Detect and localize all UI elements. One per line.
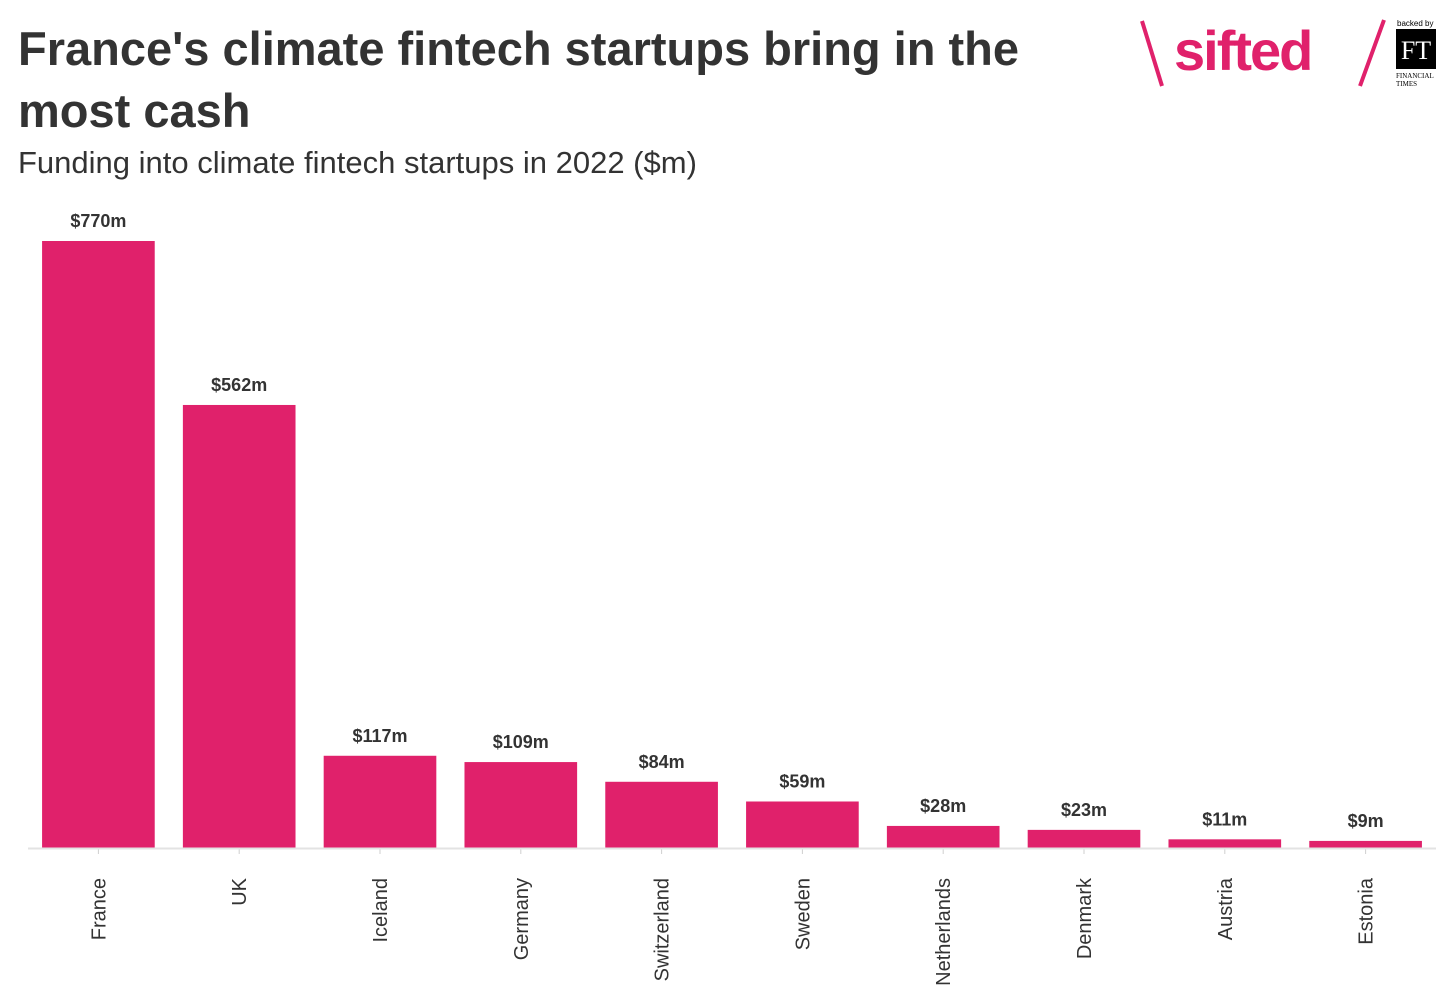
chart-title: France's climate fintech startups bring … (18, 22, 1019, 137)
bar-switzerland (605, 781, 718, 848)
x-tick-label-uk: UK (229, 877, 251, 905)
data-label-austria: $11m (1202, 809, 1247, 829)
data-label-netherlands: $28m (920, 796, 966, 816)
x-tick-label-estonia: Estonia (1356, 877, 1378, 945)
ft-logo-box (1396, 29, 1436, 69)
bar-netherlands (886, 825, 1000, 848)
bar-uk (182, 404, 296, 848)
data-label-estonia: $9m (1348, 811, 1384, 831)
data-label-iceland: $117m (352, 726, 407, 746)
x-tick-label-switzerland: Switzerland (652, 878, 674, 981)
x-tick-label-netherlands: Netherlands (933, 878, 955, 986)
x-tick-label-austria: Austria (1215, 877, 1237, 940)
data-label-france: $770m (70, 211, 126, 231)
x-tick-label-sweden: Sweden (792, 878, 814, 950)
bar-estonia (1309, 840, 1422, 848)
ft-logo-mark: FT (1401, 36, 1431, 65)
data-label-denmark: $23m (1061, 800, 1107, 820)
x-tick-label-germany: Germany (511, 878, 533, 960)
bar-austria (1168, 839, 1282, 848)
ft-logo-line2: TIMES (1396, 80, 1417, 88)
bar-iceland (323, 755, 437, 848)
data-label-germany: $109m (493, 732, 549, 752)
bar-sweden (746, 801, 859, 848)
x-tick-label-denmark: Denmark (1074, 877, 1096, 959)
chart-subtitle: Funding into climate fintech startups in… (18, 145, 697, 180)
sifted-logo: sifted backed by FT FINANCIAL TIMES (1140, 19, 1436, 88)
logo-brand-text: sifted (1174, 19, 1311, 82)
data-label-switzerland: $84m (639, 752, 685, 772)
ft-logo-line1: FINANCIAL (1396, 72, 1434, 80)
logo-backed-by: backed by (1397, 19, 1433, 28)
bar-denmark (1027, 829, 1141, 848)
bar-france (42, 241, 155, 848)
logo-slash (1358, 19, 1386, 87)
bar-germany (464, 762, 578, 848)
data-label-sweden: $59m (779, 771, 825, 791)
logo-backslash (1140, 20, 1164, 87)
data-label-uk: $562m (211, 375, 267, 395)
x-tick-label-france: France (88, 878, 110, 940)
x-tick-label-iceland: Iceland (370, 878, 392, 943)
